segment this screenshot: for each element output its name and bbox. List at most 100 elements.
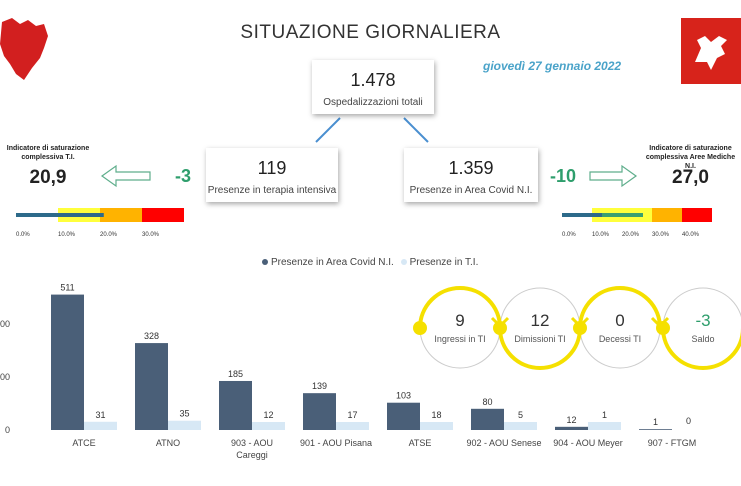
icu-value: 119 — [257, 158, 287, 178]
saturation-med-base-bar — [562, 213, 602, 217]
bar-ti — [336, 422, 369, 430]
data-label-covid-area: 103 — [396, 391, 411, 401]
saturation-ti-zone — [100, 208, 142, 222]
bar-ti — [420, 422, 453, 430]
saturation-med-tick-label: 10.0% — [592, 232, 610, 238]
bar-chart: 020040051131ATCE32835ATNO18512903 - AOUC… — [0, 283, 697, 460]
saturation-ti-tick-label: 30.0% — [142, 232, 160, 238]
legend-dot-covid — [262, 259, 268, 266]
total-hospitalizations-value: 1.478 — [350, 70, 396, 90]
chart-legend: Presenze in Area Covid N.I. Presenze in … — [262, 257, 478, 268]
bar-covid-area — [303, 393, 336, 430]
saturation-ti-tick-label: 10.0% — [58, 232, 76, 238]
data-label-ti: 35 — [179, 409, 189, 419]
saturation-med-gauge: 0.0% 10.0% 20.0% 30.0% 40.0% — [562, 208, 712, 238]
category-label: ATSE — [409, 438, 432, 448]
covid-area-card: 1.359 Presenze in Area Covid N.I. — [404, 148, 538, 202]
saturation-ti-value: 20,9 — [29, 167, 67, 188]
total-hospitalizations-label: Ospedalizzazioni totali — [323, 97, 423, 108]
arrow-left-icon — [100, 164, 151, 188]
bar-covid-area — [471, 408, 504, 430]
data-label-ti: 1 — [602, 410, 607, 420]
connector-lines — [315, 117, 429, 143]
saturation-med-value: 27,0 — [672, 167, 709, 188]
data-label-covid-area: 12 — [566, 415, 576, 425]
flow-value: 0 — [615, 311, 624, 330]
bar-covid-area — [639, 429, 672, 430]
flow-arrowhead — [570, 316, 590, 329]
y-tick-label: 0 — [5, 425, 10, 435]
bar-covid-area — [219, 380, 252, 430]
saturation-med-label: Indicatore di saturazione complessiva Ar… — [645, 145, 736, 170]
saturation-ti-level-bar — [16, 213, 104, 217]
category-label: 903 - AOU — [231, 438, 273, 448]
y-tick-label: 400 — [0, 319, 10, 329]
flow-label: Saldo — [691, 334, 714, 344]
covid-area-delta: -10 — [550, 166, 577, 186]
y-tick-label: 200 — [0, 372, 10, 382]
flow-value: 12 — [531, 311, 550, 330]
saturation-med-tick-label: 30.0% — [652, 232, 670, 238]
flow-arc — [578, 286, 662, 329]
data-label-ti: 31 — [95, 410, 105, 420]
page-title: SITUAZIONE GIORNALIERA — [240, 22, 501, 43]
legend-dot-ti — [400, 259, 407, 266]
legend-label-covid: Presenze in Area Covid N.I. — [271, 257, 394, 268]
saturation-ti-label: Indicatore di saturazione complessiva T.… — [6, 145, 90, 161]
icu-label: Presenze in terapia intensiva — [207, 185, 337, 196]
saturation-med-tick-label: 40.0% — [682, 232, 700, 238]
data-label-covid-area: 328 — [144, 331, 159, 341]
bar-covid-area — [387, 402, 420, 430]
bar-covid-area — [555, 426, 588, 430]
saturation-med-tick-label: 20.0% — [622, 232, 640, 238]
category-label: Careggi — [236, 450, 268, 460]
saturation-ti-tick-label: 20.0% — [100, 232, 118, 238]
data-label-covid-area: 80 — [482, 397, 492, 407]
date-label: giovedì 27 gennaio 2022 — [483, 59, 622, 73]
bar-ti — [252, 422, 285, 430]
flow-diagram: 9 Ingressi in TI 12 Dimissioni TI 0 Decessi T… — [413, 286, 741, 370]
data-label-ti: 0 — [686, 416, 691, 426]
data-label-ti: 18 — [431, 410, 441, 420]
saturation-med-tick-label: 0.0% — [562, 232, 576, 238]
bar-covid-area — [51, 294, 84, 430]
tuscany-flag-icon — [681, 18, 741, 84]
category-label: ATCE — [72, 438, 95, 448]
bar-ti — [168, 420, 201, 430]
total-hospitalizations-card: 1.478 Ospedalizzazioni totali — [312, 60, 434, 114]
data-label-covid-area: 1 — [653, 417, 658, 427]
flow-label: Dimissioni TI — [514, 334, 565, 344]
data-label-covid-area: 511 — [60, 283, 74, 293]
category-label: ATNO — [156, 438, 180, 448]
legend-label-ti: Presenze in T.I. — [409, 257, 479, 268]
flow-arc — [418, 286, 502, 329]
saturation-ti-zone — [142, 208, 184, 222]
arrow-right-icon — [589, 164, 638, 188]
saturation-ti-tick-label: 0.0% — [16, 232, 30, 238]
saturation-med-zone — [652, 208, 682, 222]
bar-ti — [504, 422, 537, 430]
bar-covid-area — [135, 343, 168, 430]
data-label-covid-area: 185 — [228, 369, 243, 379]
data-label-ti: 17 — [347, 410, 357, 420]
category-label: 907 - FTGM — [648, 438, 697, 448]
flow-value: 9 — [455, 311, 464, 330]
saturation-ti-base-bar — [16, 213, 56, 217]
data-label-ti: 12 — [263, 410, 273, 420]
data-label-ti: 5 — [518, 410, 523, 420]
tuscany-map-icon — [0, 14, 52, 86]
bar-ti — [84, 421, 117, 430]
flow-arrowhead — [650, 316, 670, 329]
saturation-ti-gauge: 0.0% 10.0% 20.0% 30.0% — [16, 208, 184, 238]
category-label: 904 - AOU Meyer — [553, 438, 623, 448]
data-label-covid-area: 139 — [312, 381, 327, 391]
flow-arc — [498, 327, 582, 370]
icu-card: 119 Presenze in terapia intensiva — [206, 148, 338, 202]
flow-value: -3 — [695, 311, 710, 330]
category-label: 901 - AOU Pisana — [300, 438, 372, 448]
category-label: 902 - AOU Senese — [466, 438, 541, 448]
covid-area-label: Presenze in Area Covid N.I. — [409, 185, 533, 196]
flow-arrowhead — [490, 316, 510, 329]
flow-dot — [413, 321, 427, 335]
saturation-med-zone — [682, 208, 712, 222]
